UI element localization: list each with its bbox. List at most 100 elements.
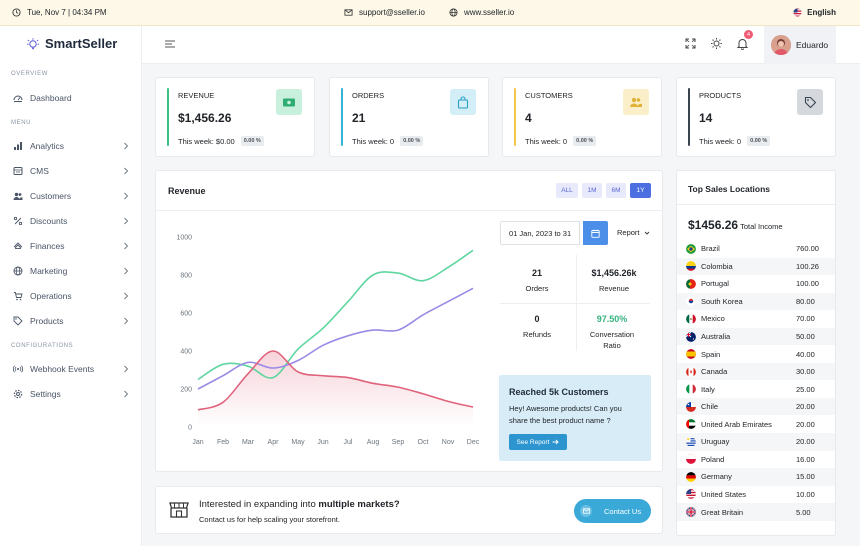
sidebar-item-operations[interactable]: Operations <box>13 288 131 304</box>
user-menu[interactable]: Eduardo <box>764 26 836 64</box>
x-tick-label: Mar <box>242 439 255 446</box>
location-country: Germany <box>701 472 732 482</box>
south-korea-flag-icon <box>686 296 696 307</box>
accent-bar <box>341 88 343 146</box>
location-value: 5.00 <box>796 507 811 517</box>
support-email-link[interactable]: support@sseller.io <box>359 8 425 17</box>
location-country: Portugal <box>701 279 729 289</box>
chevron-right-icon <box>124 217 129 225</box>
location-country: Canada <box>701 367 728 377</box>
range-1m-button[interactable]: 1M <box>582 183 602 198</box>
location-row: Australia 50.00 <box>677 327 835 346</box>
location-value: 70.00 <box>796 314 815 324</box>
contact-us-button[interactable]: Contact Us <box>574 499 651 523</box>
kpi-label: Revenue <box>598 284 630 293</box>
range-all-button[interactable]: ALL <box>556 183 578 198</box>
report-dropdown[interactable]: Report <box>617 228 650 237</box>
location-row: Uruguay 20.00 <box>677 433 835 451</box>
y-tick-label: 800 <box>180 273 192 280</box>
sidebar-item-webhook-events[interactable]: Webhook Events <box>13 361 131 377</box>
sidebar-item-dashboard[interactable]: Dashboard <box>13 90 131 106</box>
bell-icon[interactable] <box>736 37 749 50</box>
sidebar-item-label: Discounts <box>30 216 68 226</box>
date-range-input[interactable]: 01 Jan, 2023 to 31 <box>500 221 580 245</box>
location-row: Brazil 760.00 <box>677 240 835 258</box>
sales-total: $1456.26 Total Income <box>688 218 783 232</box>
location-row: Portugal 100.00 <box>677 275 835 293</box>
y-tick-label: 200 <box>180 387 192 394</box>
mexico-flag-icon <box>686 313 696 324</box>
sidebar-item-discounts[interactable]: Discounts <box>13 213 131 229</box>
logo[interactable]: SmartSeller <box>26 36 117 51</box>
location-value: 40.00 <box>796 349 815 359</box>
location-row: United Arab Emirates 20.00 <box>677 416 835 434</box>
location-value: 100.26 <box>796 261 819 271</box>
range-6m-button[interactable]: 6M <box>606 183 626 198</box>
datetime-text: Tue, Nov 7 | 04:34 PM <box>27 8 107 17</box>
bar-chart-icon <box>13 141 23 151</box>
see-report-button[interactable]: See Report <box>509 434 567 450</box>
stat-value: 21 <box>352 111 366 125</box>
fullscreen-icon[interactable] <box>684 37 697 50</box>
stat-week: This week: 0 0.00 % <box>699 136 771 146</box>
top-info-bar: Tue, Nov 7 | 04:34 PM support@sseller.io… <box>0 0 860 26</box>
sidebar-item-marketing[interactable]: Marketing <box>13 263 131 279</box>
stat-card-orders: ORDERS 21 This week: 0 0.00 % <box>329 77 489 157</box>
poland-flag-icon <box>686 454 696 465</box>
avatar-image-icon <box>771 35 791 55</box>
user-name: Eduardo <box>796 40 829 50</box>
stat-week-text: This week: 0 <box>699 136 742 146</box>
mail-icon <box>344 9 353 16</box>
sales-title: Top Sales Locations <box>688 184 771 194</box>
series-area <box>198 350 473 427</box>
series-line-1 <box>197 287 474 390</box>
sun-icon[interactable] <box>710 37 723 50</box>
x-tick-label: Sep <box>392 439 405 446</box>
gear-icon <box>13 389 23 399</box>
sidebar-item-customers[interactable]: Customers <box>13 188 131 204</box>
spain-flag-icon <box>686 349 696 360</box>
cart-icon <box>13 291 23 301</box>
range-1y-button[interactable]: 1Y <box>630 183 651 198</box>
sidebar-item-finances[interactable]: Finances <box>13 238 131 254</box>
sidebar-item-label: Dashboard <box>30 93 72 103</box>
banner-title-prefix: Interested in expanding into <box>199 499 319 510</box>
series-line-0 <box>197 249 474 381</box>
sidebar-item-settings[interactable]: Settings <box>13 386 131 402</box>
y-tick-label: 400 <box>180 349 192 356</box>
y-tick-label: 0 <box>188 425 192 432</box>
broadcast-icon <box>13 364 23 374</box>
storefront-icon <box>169 502 189 518</box>
stat-label: REVENUE <box>178 91 215 100</box>
sidebar-item-label: Operations <box>30 291 72 301</box>
logo-text: SmartSeller <box>45 36 118 51</box>
location-row: Chile 20.00 <box>677 397 835 416</box>
stat-card-customers: CUSTOMERS 4 This week: 0 0.00 % <box>502 77 662 157</box>
sidebar-item-analytics[interactable]: Analytics <box>13 138 131 154</box>
kpi-revenue: $1,456.26k Revenue <box>576 268 652 294</box>
kpi-value: 21 <box>531 268 542 278</box>
language-selector[interactable]: English <box>793 8 836 17</box>
users-icon <box>623 89 649 115</box>
website-link[interactable]: www.sseller.io <box>463 8 515 17</box>
sidebar-item-products[interactable]: Products <box>13 313 131 329</box>
united-arab-emirates-flag-icon <box>686 419 696 430</box>
chile-flag-icon <box>686 401 696 412</box>
kpi-value: 0 <box>534 314 540 324</box>
revenue-card: Revenue ALL 1M 6M 1Y 0 200 400 600 800 1000 Ja… <box>155 170 663 472</box>
italy-flag-icon <box>686 384 696 395</box>
location-value: 10.00 <box>796 489 815 499</box>
tag-icon <box>13 316 23 326</box>
sidebar-item-cms[interactable]: CMS <box>13 163 131 179</box>
globe-icon <box>449 8 458 17</box>
money-icon <box>276 89 302 115</box>
hamburger-menu-icon[interactable] <box>164 39 176 49</box>
top-sales-locations-card: Top Sales Locations $1456.26 Total Income… <box>676 170 836 536</box>
location-row: United States 10.00 <box>677 486 835 504</box>
location-value: 100.00 <box>796 279 819 289</box>
chevron-right-icon <box>124 167 129 175</box>
calendar-button[interactable] <box>583 221 608 245</box>
wallet-icon <box>13 241 23 251</box>
report-label: Report <box>617 228 640 237</box>
contact-info: support@sseller.io www.sseller.io <box>344 8 514 17</box>
